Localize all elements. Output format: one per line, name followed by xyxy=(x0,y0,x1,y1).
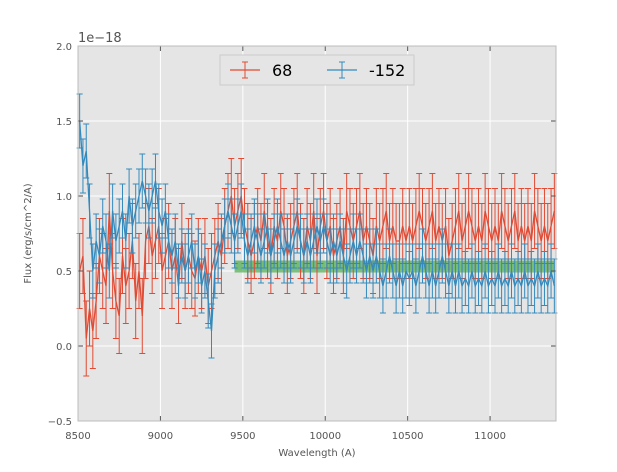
legend-label: 68 xyxy=(272,61,292,80)
y-tick-label: −0.5 xyxy=(48,417,72,428)
x-tick-label: 10000 xyxy=(309,431,341,442)
legend: 68 -152 xyxy=(219,54,415,86)
y-tick-label: 1.0 xyxy=(56,192,72,203)
y-tick-label: 1.5 xyxy=(56,117,72,128)
y-tick-label: 0.5 xyxy=(56,267,72,278)
x-tick-label: 9500 xyxy=(230,431,255,442)
band-rect xyxy=(234,260,555,273)
axes: 8500 9000 9500 10000 10500 11000 −0.5 0.0 0.5 1.0… xyxy=(48,42,557,442)
series-2 xyxy=(76,93,558,359)
x-tick-label: 9000 xyxy=(148,431,173,442)
y-tick-label: 2.0 xyxy=(56,42,72,53)
y-axis-label: Flux (erg/s/cm^2/A) xyxy=(23,183,34,283)
series-line xyxy=(79,120,555,332)
legend-label: -152 xyxy=(369,61,405,80)
shaded-band xyxy=(234,260,555,273)
plot-frame xyxy=(77,45,557,422)
x-tick-label: 8500 xyxy=(65,431,90,442)
y-offset-label: 1e−18 xyxy=(78,31,122,46)
series-layer xyxy=(76,93,558,377)
y-tick-label: 0.0 xyxy=(56,342,72,353)
x-tick-label: 11000 xyxy=(474,431,506,442)
x-axis-label: Wavelength (A) xyxy=(278,448,355,459)
x-tick-label: 10500 xyxy=(392,431,424,442)
